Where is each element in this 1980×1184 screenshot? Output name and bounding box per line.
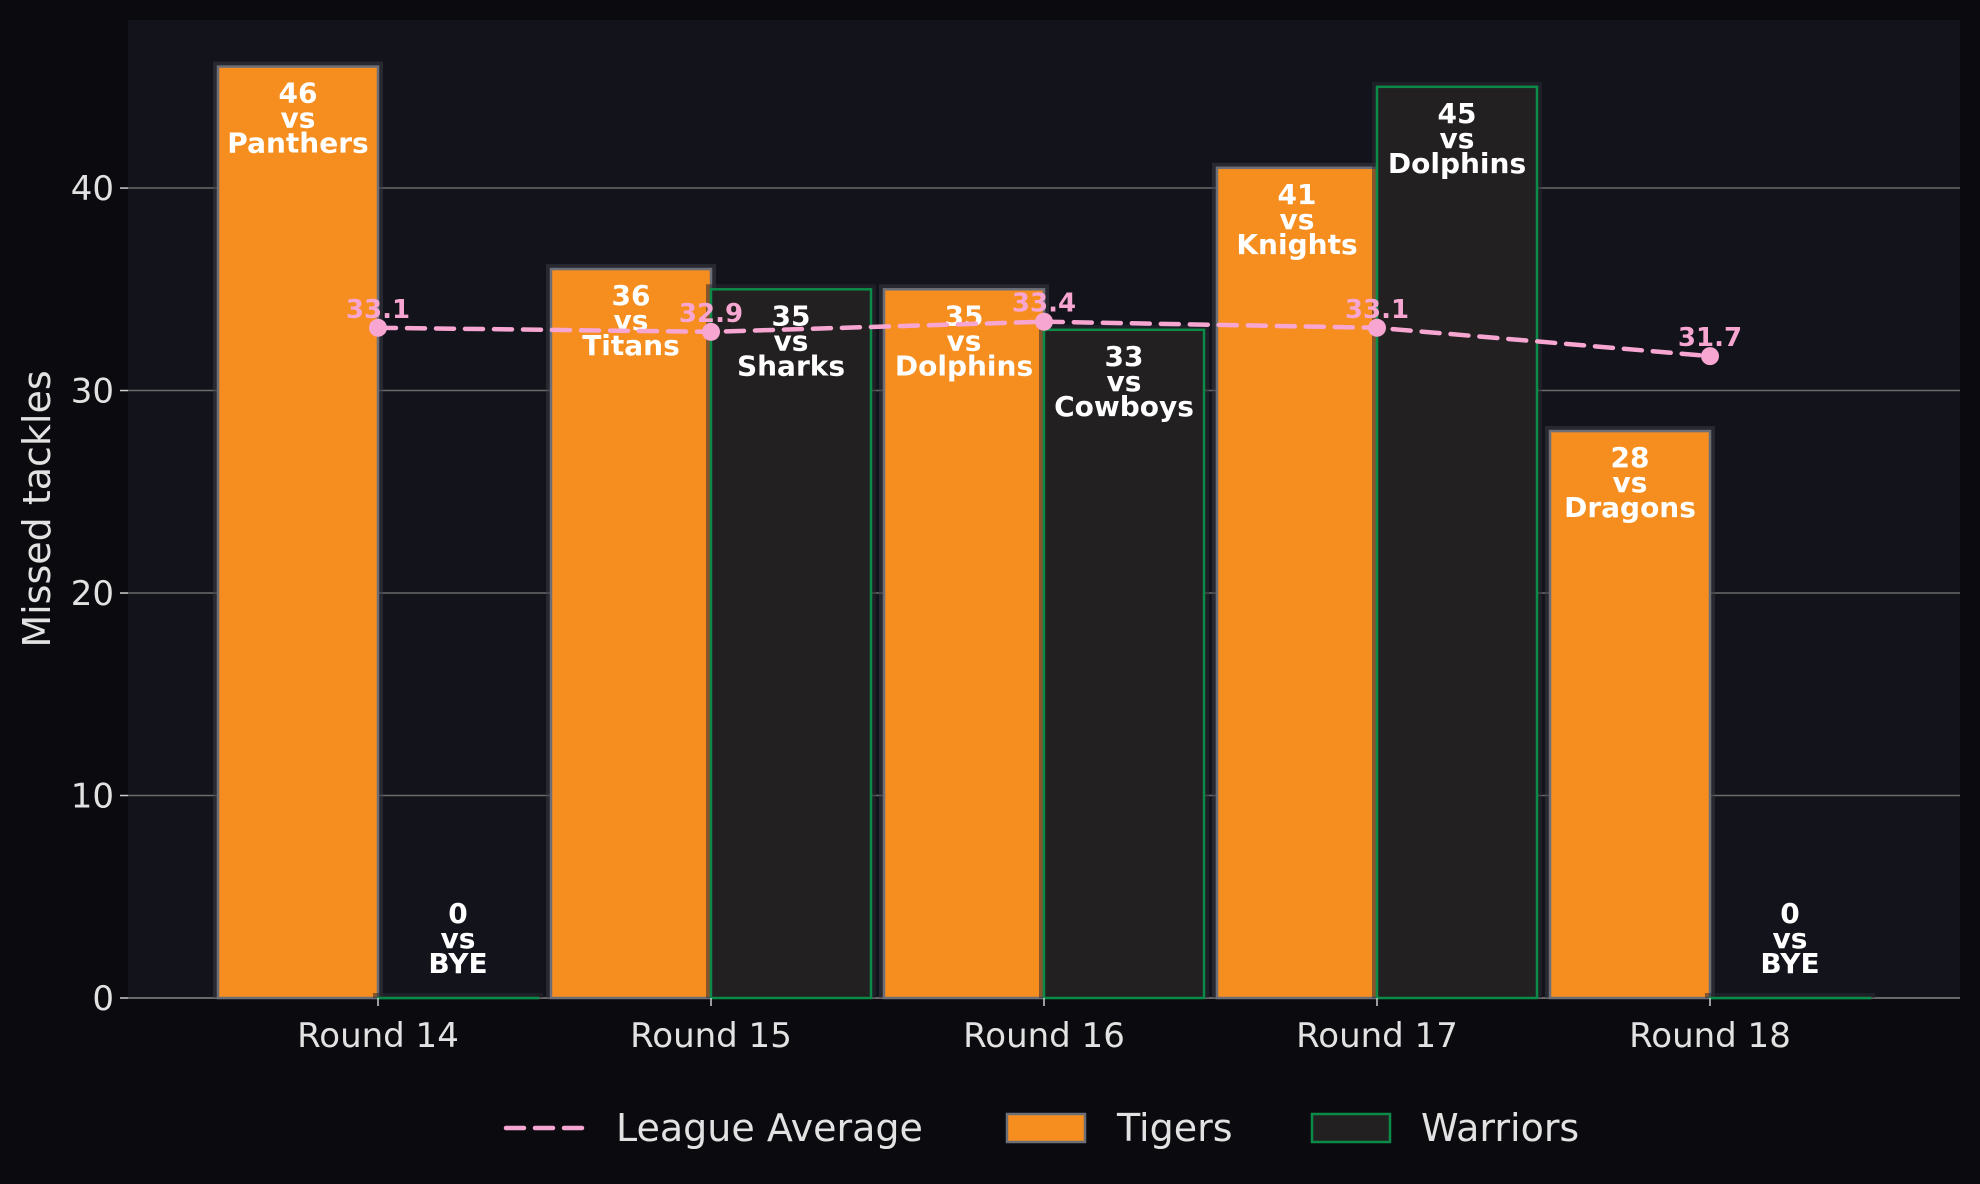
x-tick-label: Round 16	[963, 1016, 1125, 1056]
warriors-bar-value-label: 0	[1780, 897, 1799, 930]
league-average-point	[1035, 312, 1053, 331]
tigers-bar	[1215, 166, 1379, 1000]
warriors-bar-shadow	[1705, 993, 1875, 998]
x-tick-label: Round 15	[630, 1016, 792, 1056]
tigers-bar-value-label: 46	[279, 77, 318, 110]
tigers-bar-vs-label: vs	[1280, 203, 1315, 236]
bar-labels: 46vsPanthers0vsBYE36vsTitans35vsSharks35…	[227, 77, 1819, 980]
league-average-point	[369, 318, 387, 337]
legend-league-average-label: League Average	[616, 1106, 923, 1150]
league-average-point	[1701, 347, 1719, 366]
legend-warriors-swatch	[1310, 1112, 1392, 1144]
tigers-bar-opponent-label: Titans	[582, 329, 680, 362]
y-tick-label: 10	[71, 777, 114, 817]
warriors-bar-opponent-label: BYE	[428, 947, 487, 980]
tigers-bar-vs-label: vs	[947, 324, 982, 357]
x-tick-label: Round 14	[297, 1016, 459, 1056]
warriors-bar	[1042, 328, 1206, 1000]
y-axis-ticks: 0 10 20 30 40	[71, 169, 128, 1019]
tigers-bar	[549, 267, 713, 1000]
bars	[213, 61, 1875, 1000]
tigers-bar-opponent-label: Dragons	[1564, 491, 1696, 524]
warriors-bar-opponent-label: Sharks	[737, 349, 845, 382]
tigers-bar-opponent-label: Dolphins	[895, 349, 1033, 382]
warriors-bar-opponent-label: Dolphins	[1388, 147, 1526, 180]
legend: League Average Tigers Warriors	[503, 1106, 1579, 1150]
warriors-bar	[1375, 85, 1539, 1000]
warriors-bar-value-label: 0	[448, 897, 467, 930]
x-tick-label: Round 18	[1629, 1016, 1791, 1056]
legend-tigers-label: Tigers	[1116, 1106, 1233, 1150]
x-axis-ticks: Round 14 Round 15 Round 16 Round 17 Round 18	[297, 998, 1791, 1056]
warriors-bar-value-label: 45	[1438, 97, 1477, 130]
y-axis-title: Missed tackles	[15, 370, 59, 647]
warriors-bar-value-label: 33	[1105, 340, 1144, 373]
league-average-point	[702, 322, 720, 341]
y-tick-label: 20	[71, 574, 114, 614]
tigers-bar	[1548, 429, 1712, 1000]
tigers-bar-value-label: 28	[1611, 441, 1650, 474]
y-tick-label: 0	[92, 979, 114, 1019]
warriors-bar-vs-label: vs	[1107, 365, 1142, 398]
legend-warriors-label: Warriors	[1421, 1106, 1579, 1150]
tigers-bar-opponent-label: Panthers	[227, 127, 368, 160]
league-average-label: 33.4	[1012, 289, 1076, 319]
tigers-bar-vs-label: vs	[281, 102, 316, 135]
x-tick-label: Round 17	[1296, 1016, 1458, 1056]
league-average-point	[1368, 318, 1386, 337]
warriors-bar-shadow	[373, 993, 543, 998]
tigers-bar	[882, 288, 1046, 1000]
warriors-bar	[709, 288, 873, 1000]
tigers-bar-value-label: 35	[945, 299, 984, 332]
tigers-bar-value-label: 36	[612, 279, 651, 312]
tigers-bar	[216, 65, 380, 1000]
league-average-label: 33.1	[1345, 295, 1409, 325]
league-average-line: 33.1 32.9 33.4 33.1 31.7	[346, 289, 1742, 366]
warriors-bar-vs-label: vs	[1440, 122, 1475, 155]
legend-tigers-swatch	[1005, 1112, 1087, 1144]
warriors-bar-opponent-label: BYE	[1760, 947, 1819, 980]
warriors-bar-opponent-label: Cowboys	[1054, 390, 1194, 423]
warriors-bar-vs-label: vs	[441, 922, 476, 955]
tigers-bar-opponent-label: Knights	[1236, 228, 1357, 261]
warriors-bar-value-label: 35	[772, 299, 811, 332]
y-tick-label: 40	[71, 169, 114, 209]
league-average-label: 32.9	[679, 299, 743, 329]
warriors-bar-vs-label: vs	[1773, 922, 1808, 955]
y-tick-label: 30	[71, 372, 114, 412]
tigers-bar-vs-label: vs	[1613, 466, 1648, 499]
tigers-bar-value-label: 41	[1278, 178, 1317, 211]
league-average-label: 31.7	[1678, 323, 1742, 353]
league-average-label: 33.1	[346, 295, 410, 325]
